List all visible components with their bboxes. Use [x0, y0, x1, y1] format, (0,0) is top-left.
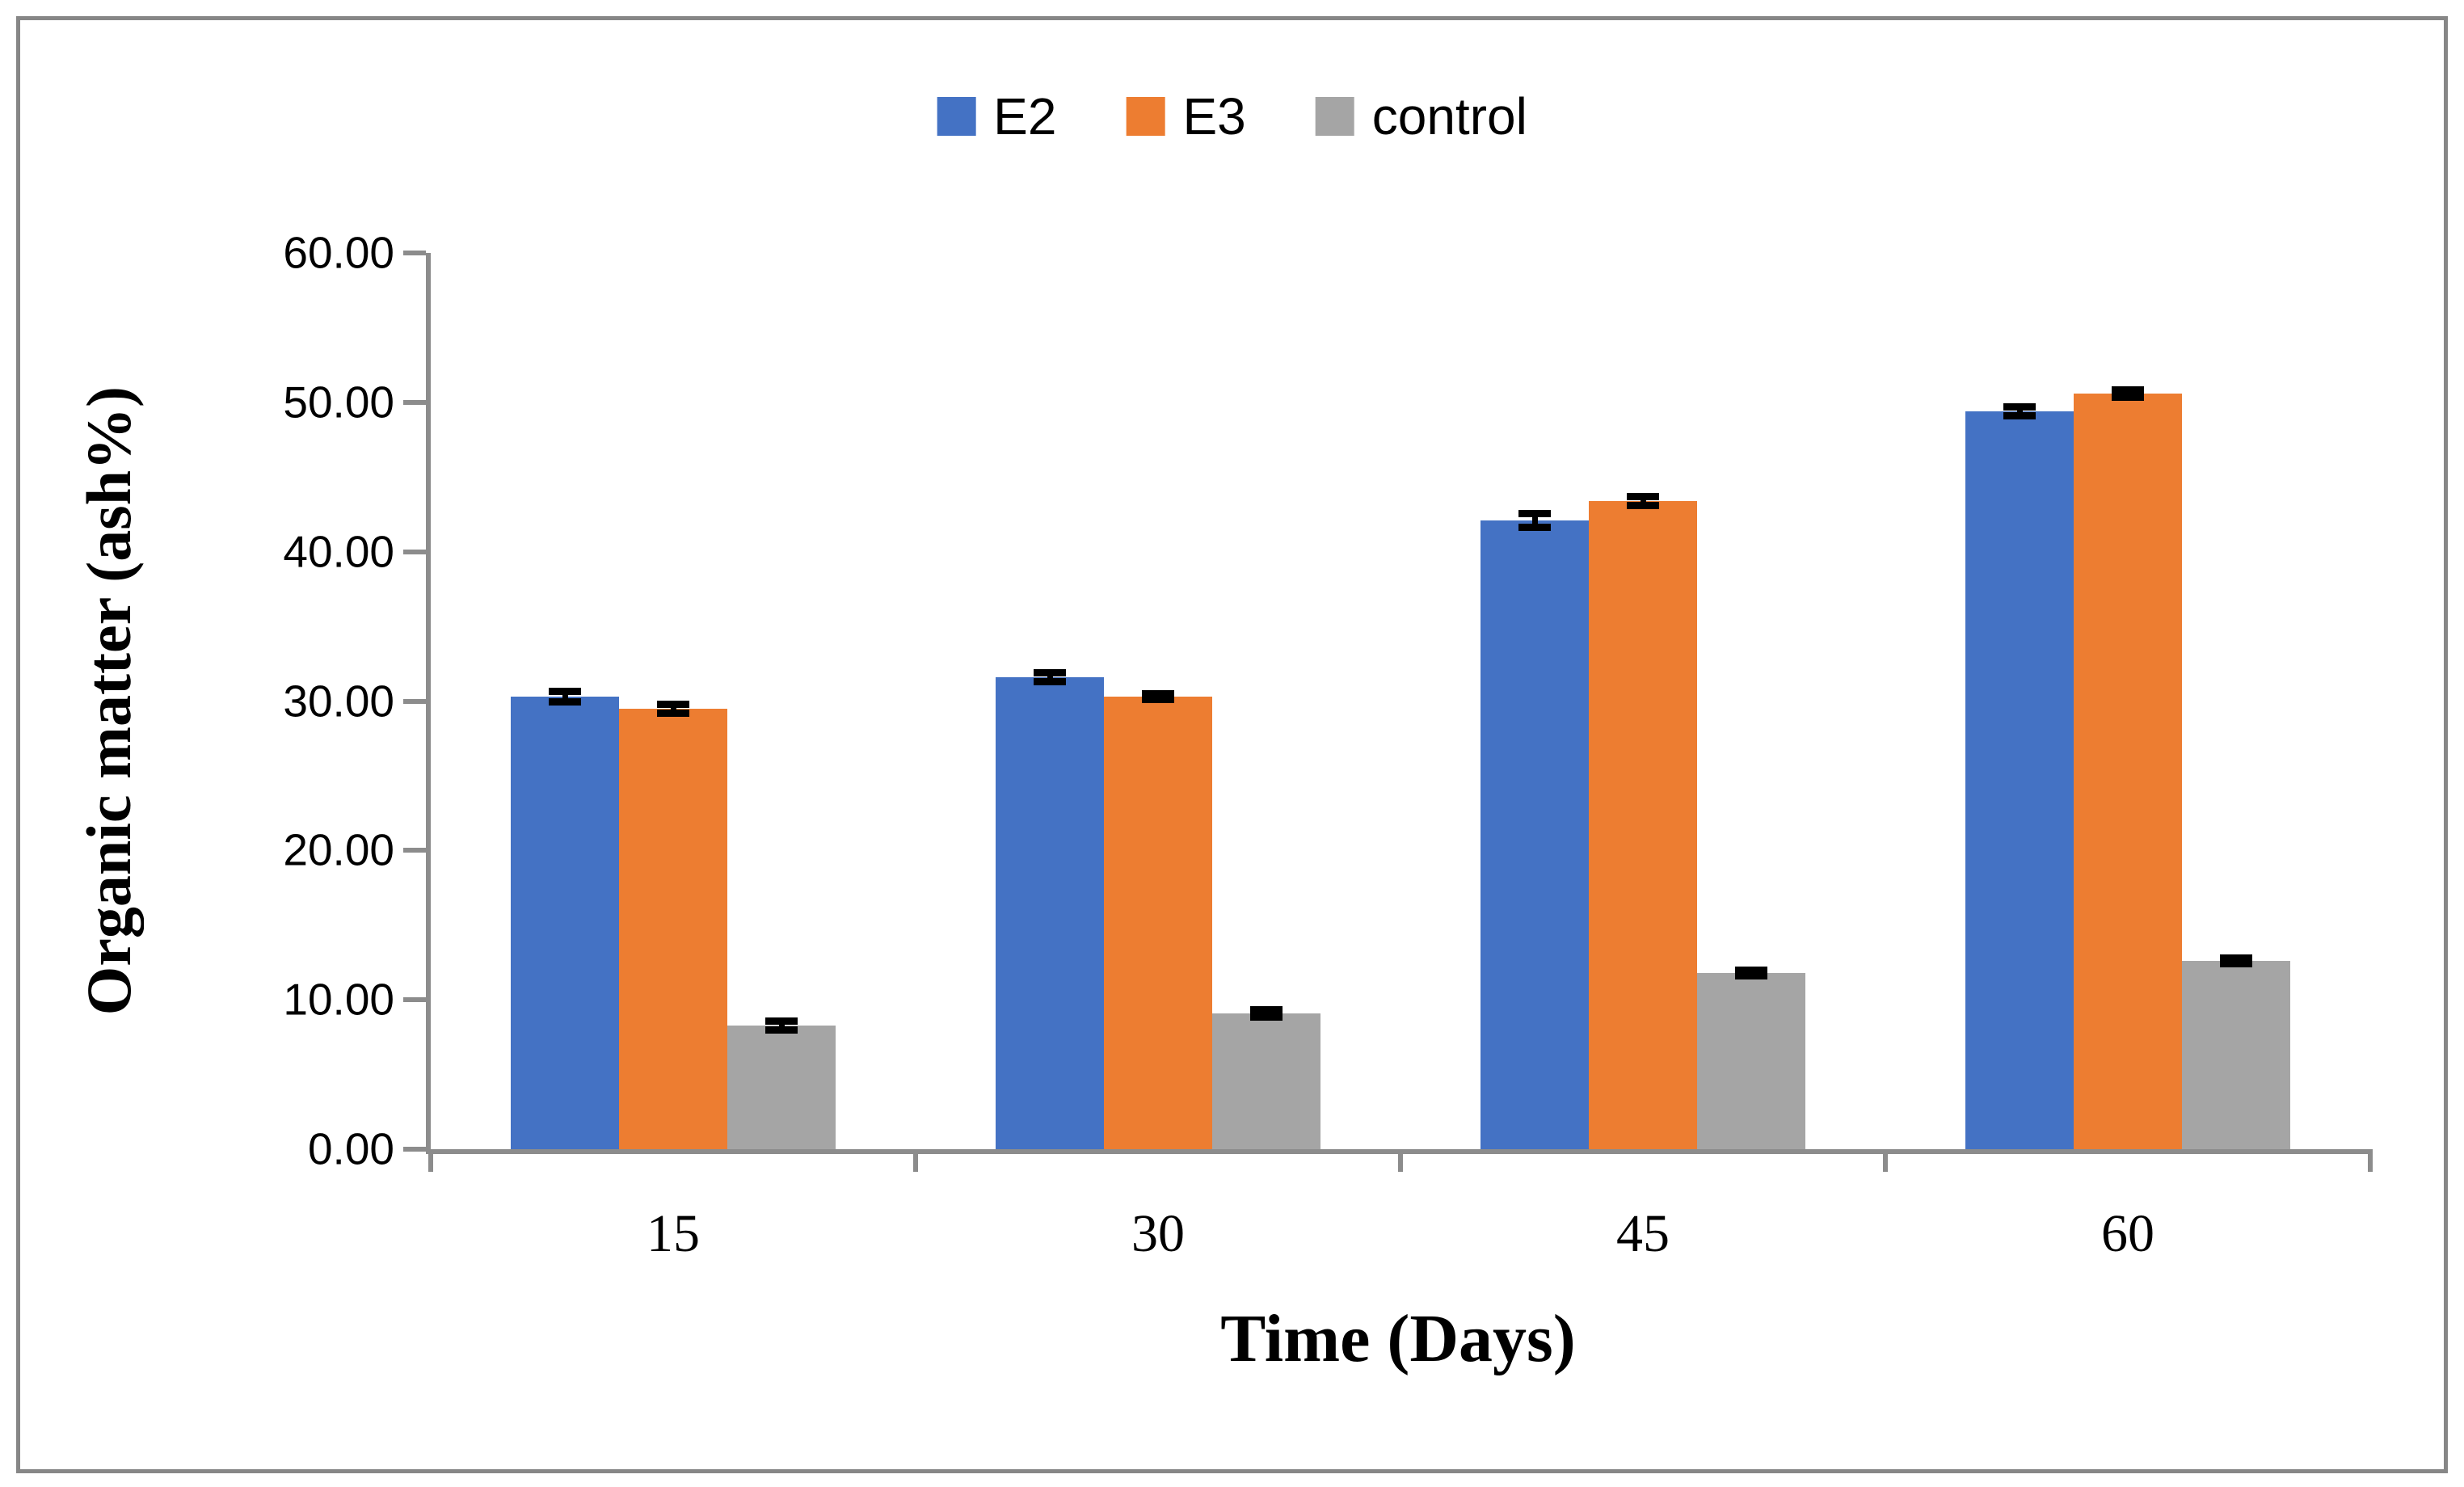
error-bar-cap-top	[1627, 492, 1659, 500]
x-tick-label: 45	[1616, 1204, 1670, 1263]
legend-label-control: control	[1371, 87, 1527, 145]
y-tick-mark	[403, 997, 426, 1003]
legend: E2 E3 control	[937, 91, 1527, 142]
bar-E2-15	[511, 696, 619, 1149]
x-tick-label: 15	[647, 1204, 700, 1263]
error-bar-cap-bottom	[1142, 696, 1174, 704]
bar-control-15	[727, 1025, 836, 1149]
error-bar-cap-bottom	[657, 709, 689, 717]
error-bar-cap-bottom	[2220, 960, 2252, 968]
error-bar-line	[1047, 672, 1053, 682]
bar-E3-30	[1104, 696, 1212, 1149]
error-bar-line	[778, 1021, 785, 1030]
legend-label-e3: E3	[1182, 87, 1246, 145]
error-bar-cap-bottom	[2112, 393, 2144, 401]
error-bar-cap-top	[1142, 689, 1174, 697]
legend-swatch-e3	[1126, 97, 1165, 136]
error-bar-cap-top	[657, 700, 689, 708]
x-tick-label: 60	[2101, 1204, 2154, 1263]
error-bar-line	[670, 704, 676, 714]
category-boundary-tick	[428, 1149, 433, 1172]
legend-item-e2: E2	[937, 91, 1056, 142]
y-tick-mark	[403, 698, 426, 704]
y-tick-label: 60.00	[283, 227, 394, 278]
legend-item-control: control	[1315, 87, 1527, 145]
error-bar-line	[1263, 1009, 1270, 1017]
y-tick-label: 0.00	[307, 1123, 394, 1174]
bar-control-30	[1212, 1013, 1320, 1149]
error-bar-cap-top	[2112, 385, 2144, 394]
error-bar-cap-bottom	[2003, 411, 2036, 419]
legend-item-e3: E3	[1126, 87, 1246, 145]
error-bar-cap-bottom	[1735, 972, 1767, 980]
bar-E2-45	[1481, 520, 1589, 1149]
category-boundary-tick	[1883, 1149, 1888, 1172]
y-tick-mark	[403, 251, 426, 255]
error-bar-cap-top	[1735, 966, 1767, 974]
y-tick-label: 20.00	[283, 824, 394, 875]
error-bar-cap-bottom	[1518, 523, 1551, 531]
y-tick-label: 50.00	[283, 377, 394, 428]
error-bar-cap-bottom	[765, 1026, 798, 1034]
error-bar-cap-bottom	[1627, 501, 1659, 509]
bar-E3-15	[619, 708, 727, 1149]
y-tick-mark	[403, 399, 426, 405]
y-tick-mark	[403, 549, 426, 554]
error-bar-line	[2125, 390, 2131, 398]
error-bar-cap-top	[1250, 1005, 1283, 1013]
error-bar-cap-top	[549, 687, 581, 695]
category-boundary-tick	[2368, 1149, 2373, 1172]
x-tick-label: 30	[1131, 1204, 1185, 1263]
y-tick-label: 10.00	[283, 974, 394, 1025]
category-boundary-tick	[913, 1149, 918, 1172]
bar-E3-45	[1589, 500, 1697, 1149]
legend-swatch-e2	[937, 97, 976, 136]
legend-label-e2: E2	[993, 87, 1057, 145]
error-bar-line	[2016, 407, 2023, 416]
error-bar-cap-top	[765, 1017, 798, 1025]
error-bar-cap-bottom	[549, 697, 581, 706]
error-bar-cap-bottom	[1034, 677, 1066, 685]
error-bar-cap-top	[2003, 402, 2036, 411]
bar-control-45	[1697, 972, 1805, 1149]
y-tick-label: 30.00	[283, 676, 394, 726]
y-tick-mark	[403, 848, 426, 853]
error-bar-line	[1640, 496, 1646, 506]
error-bar-line	[1531, 513, 1538, 528]
legend-swatch-control	[1315, 97, 1354, 136]
bar-control-60	[2182, 961, 2290, 1149]
y-axis-title: Organic matter (ash%)	[74, 386, 144, 1016]
y-tick-mark	[403, 1147, 426, 1152]
bar-E2-60	[1965, 411, 2074, 1149]
y-axis-title-wrap: Organic matter (ash%)	[57, 253, 162, 1149]
error-bar-cap-top	[2220, 954, 2252, 962]
error-bar-cap-top	[1518, 510, 1551, 518]
bar-E2-30	[996, 676, 1104, 1149]
plot-area: 0.00 10.00 20.00 30.00 40.00 50.00 60.00 15 30 45…	[283, 230, 2373, 1261]
y-tick-label: 40.00	[283, 526, 394, 577]
category-boundary-tick	[1398, 1149, 1403, 1172]
x-axis-title: Time (Days)	[1220, 1301, 1576, 1376]
error-bar-cap-bottom	[1250, 1013, 1283, 1021]
error-bar-cap-top	[1034, 668, 1066, 676]
error-bar-line	[562, 691, 568, 702]
bar-E3-60	[2074, 393, 2182, 1149]
